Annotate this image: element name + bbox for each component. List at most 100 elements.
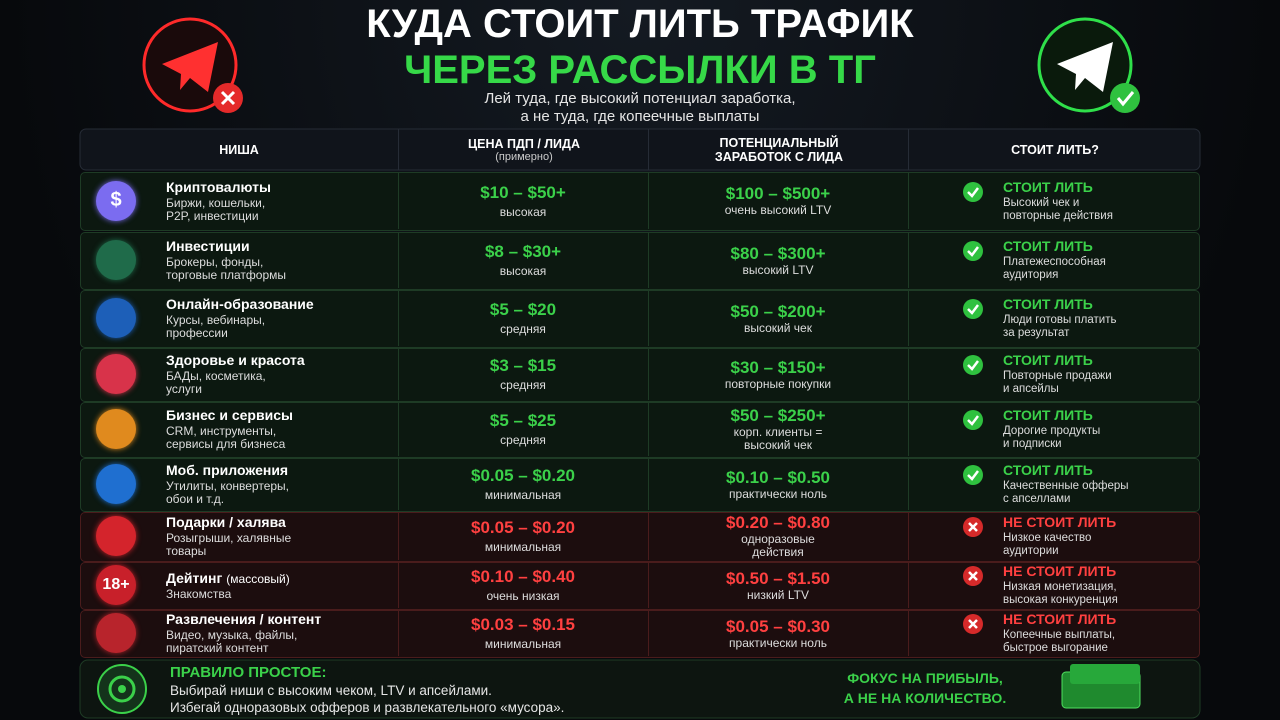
verdict-icon [963,566,983,586]
price-cell: $0.05 – $0.20 минимальная [398,512,648,560]
check [1116,91,1135,107]
verdict-note: повторные действия [1003,209,1113,222]
niche-cell: Подарки / халява Розыгрыши, халявные товар… [166,512,396,560]
niche-name: Дейтинг (массовый) [166,570,396,586]
earning-note: высокий LTV [742,262,814,277]
niche-cell: Инвестиции Брокеры, фонды, торговые платфо… [166,232,396,288]
niche-name: Онлайн-образование [166,296,396,312]
verdict-cell: СТОИТ ЛИТЬ Дорогие продукты и подписки [1003,402,1198,456]
verdict-note: Платежеспособная [1003,256,1106,268]
niche-cell: Здоровье и красота БАДы, косметика, услуги [166,348,396,400]
earning-note: действия [752,545,804,559]
earning-note: низкий LTV [747,587,809,602]
table-row [80,610,1200,658]
price: $0.03 – $0.15 [471,615,575,634]
verdict: СТОИТ ЛИТЬ [1003,296,1093,312]
earning: $0.20 – $0.80 [726,513,830,532]
cross [220,90,236,106]
niche-name: Бизнес и сервисы [166,407,396,423]
table-row [80,290,1200,348]
niche-title: Бизнес и сервисы [166,407,293,423]
target-ring [108,675,136,703]
verdict-note: Низкая монетизация, [1003,581,1117,593]
column-divider [398,562,399,608]
niche-title: Здоровье и красота [166,352,305,368]
column-header: ЦЕНА ПДП / ЛИДА (примерно) [398,129,649,170]
niche-title: Инвестиции [166,238,250,254]
earning: $80 – $300+ [730,243,826,263]
verdict-cell: СТОИТ ЛИТЬ Платежеспособная аудитория [1003,232,1198,288]
plane-icon [1057,42,1113,92]
earning-note: очень высокий LTV [724,203,832,217]
verdict-note: Копеечные выплаты, [1003,629,1116,641]
niche-desc: обои и т.д. [166,492,225,506]
column-header: НИША [80,129,398,170]
verdict-icon [963,355,983,375]
column-header-text: СТОИТ ЛИТЬ? [1011,142,1099,157]
money-top [1070,664,1140,684]
niche-desc: Знакомства [166,586,232,601]
column-divider [398,512,399,560]
verdict-symbol [967,304,979,315]
niche-desc: Утилиты, конвертеры, [166,479,289,493]
price-level: высокая [499,264,547,278]
rule-line: Выбирай ниши с высоким чеком, LTV и апсе… [170,683,492,698]
price-cell: $0.10 – $0.40 очень низкая [398,562,648,608]
verdict-note: Высокий чек и [1003,196,1080,209]
title-line-2: ЧЕРЕЗ РАССЫЛКИ В ТГ [404,48,876,92]
niche-desc: P2P, инвестиции [166,208,259,223]
niche-desc: Биржи, кошельки, [166,195,266,210]
verdict-note: Дорогие продукты [1003,425,1101,437]
earning-cell: $50 – $200+ высокий чек [648,290,908,346]
niche-icon [96,240,136,280]
niche-title: Онлайн-образование [166,296,314,312]
verdict-cell: НЕ СТОИТ ЛИТЬ Низкое качество аудитории [1003,512,1198,560]
table-row [80,512,1200,562]
niche-name: Подарки / халява [166,514,396,530]
earning-cell: $0.20 – $0.80 одноразовые действия [648,512,908,560]
column-divider [648,562,649,608]
column-divider [398,402,399,456]
price-cell: $10 – $50+ высокая [398,172,648,229]
niche-name: Моб. приложения [166,462,396,478]
verdict-cell: СТОИТ ЛИТЬ Качественные офферы с апселлами [1003,458,1198,510]
verdict-icon [963,181,983,202]
price: $0.10 – $0.40 [471,567,575,586]
earning: $0.50 – $1.50 [726,568,830,588]
niche-desc: Брокеры, фонды, [166,255,264,269]
column-divider [908,402,909,456]
niche-name: Криптовалюты [166,179,396,195]
verdict-symbol [967,470,979,481]
earning: $0.10 – $0.50 [726,467,830,487]
target-center [118,685,126,693]
verdict-cell: СТОИТ ЛИТЬ Повторные продажи и апсейлы [1003,348,1198,400]
table-row [80,348,1200,402]
column-header-text: (примерно) [495,150,553,163]
price: $8 – $30+ [484,242,562,261]
column-divider [648,458,649,510]
niche-cell: Онлайн-образование Курсы, вебинары, профес… [166,290,396,346]
price: $10 – $50+ [480,182,566,202]
niche-icon [96,516,136,556]
niche-desc: торговые платформы [166,268,287,282]
earning: $50 – $200+ [730,301,826,321]
table-row [80,562,1200,610]
verdict-cell: СТОИТ ЛИТЬ Люди готовы платить за результа… [1003,290,1198,346]
column-divider [908,562,909,608]
earning-cell: $0.10 – $0.50 практически ноль [648,458,908,510]
price-level: минимальная [484,637,562,651]
price-level: минимальная [484,488,562,502]
verdict-note: и апсейлы [1003,383,1059,395]
column-divider [398,458,399,510]
table-row [80,172,1200,231]
verdict-symbol [967,186,979,198]
niche-title: Криптовалюты [166,178,271,195]
niche-note: (массовый) [226,571,290,586]
verdict-symbol [967,415,979,426]
niche-desc: товары [166,544,207,558]
price-level: средняя [500,433,546,447]
price-cell: $0.05 – $0.20 минимальная [398,458,648,510]
niche-icon [96,354,136,394]
